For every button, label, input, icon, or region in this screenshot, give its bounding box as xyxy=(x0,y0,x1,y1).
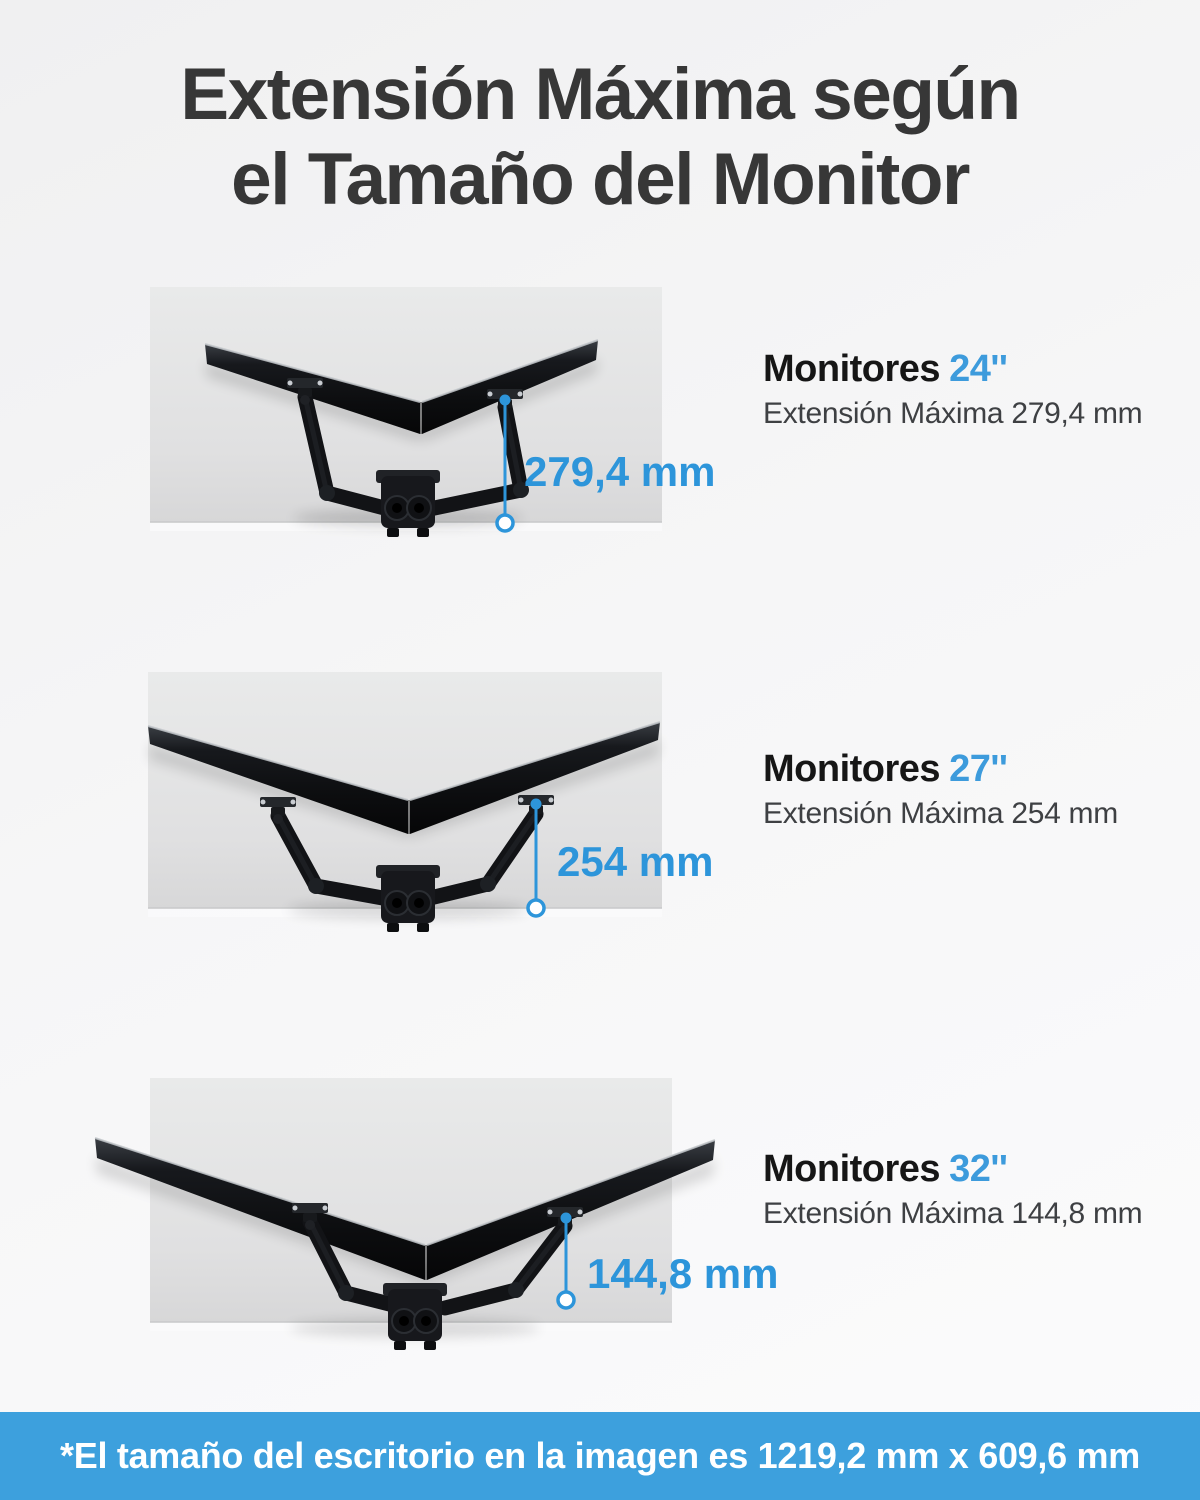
monitor-panel-right xyxy=(408,721,661,834)
vesa-mount-left xyxy=(287,378,323,405)
extension-measure-dot xyxy=(560,1212,572,1224)
extension-measure-ring xyxy=(495,513,515,533)
monitor-extension-diagram-27: 254 mm xyxy=(147,672,713,932)
section-info-32: Monitores 32'' Extensión Máxima 144,8 mm xyxy=(763,1148,1143,1231)
monitor-extension-diagram-24: 279,4 mm xyxy=(150,287,715,537)
monitor-panel-left xyxy=(147,725,409,834)
vesa-mount-left xyxy=(292,1203,328,1230)
extension-measure-dot xyxy=(499,394,511,406)
monitor-panel-left xyxy=(94,1137,426,1280)
extension-subtitle: Extensión Máxima 279,4 mm xyxy=(763,397,1143,430)
monitor-size-heading: Monitores 32'' xyxy=(763,1148,1142,1191)
monitor-label: Monitores xyxy=(763,348,941,390)
extension-measure-ring xyxy=(556,1290,576,1310)
extension-measure-ring xyxy=(526,898,546,918)
section-info-27: Monitores 27'' Extensión Máxima 254 mm xyxy=(763,748,1118,831)
gas-spring-arm-right xyxy=(437,1218,573,1316)
extension-measure-dot xyxy=(530,798,542,810)
monitor-size-heading: Monitores 24'' xyxy=(763,348,1142,391)
extension-subtitle: Extensión Máxima 144,8 mm xyxy=(763,1197,1143,1230)
gas-spring-arm-left xyxy=(270,808,402,908)
monitor-size-value: 32'' xyxy=(949,1148,1008,1190)
extension-measurement: 144,8 mm xyxy=(556,1212,778,1310)
extension-callout-label: 279,4 mm xyxy=(524,448,715,495)
gas-spring-arm-right xyxy=(412,399,529,519)
extension-callout-label: 144,8 mm xyxy=(587,1250,778,1297)
monitor-size-heading: Monitores 27'' xyxy=(763,748,1118,791)
monitor-extension-diagram-32: 144,8 mm xyxy=(94,1078,778,1350)
title-line-2: el Tamaño del Monitor xyxy=(231,139,970,221)
footnote-text: *El tamaño del escritorio en la imagen e… xyxy=(60,1435,1140,1476)
extension-measurement: 279,4 mm xyxy=(495,394,715,533)
monitor-panel-right xyxy=(420,339,599,434)
section-info-24: Monitores 24'' Extensión Máxima 279,4 mm xyxy=(763,348,1143,431)
gas-spring-arm-right xyxy=(414,806,544,908)
page-title: Extensión Máxima según el Tamaño del Mon… xyxy=(0,52,1200,223)
extension-callout-label: 254 mm xyxy=(557,838,713,885)
desk-clamp-base xyxy=(376,470,440,537)
vesa-mount-left xyxy=(260,797,296,824)
monitor-size-value: 24'' xyxy=(949,348,1008,390)
monitor-label: Monitores xyxy=(763,1148,941,1190)
monitor-size-value: 27'' xyxy=(949,748,1008,790)
extension-measurement: 254 mm xyxy=(526,798,713,918)
monitor-panel-left xyxy=(204,343,421,434)
desk-clamp-base xyxy=(383,1283,447,1350)
title-line-1: Extensión Máxima según xyxy=(180,54,1021,135)
footer-banner: *El tamaño del escritorio en la imagen e… xyxy=(0,1412,1200,1500)
monitor-label: Monitores xyxy=(763,748,941,790)
gas-spring-arm-left xyxy=(297,389,404,519)
extension-subtitle: Extensión Máxima 254 mm xyxy=(763,797,1118,830)
desk-clamp-base xyxy=(376,865,440,932)
gas-spring-arm-left xyxy=(302,1214,413,1316)
